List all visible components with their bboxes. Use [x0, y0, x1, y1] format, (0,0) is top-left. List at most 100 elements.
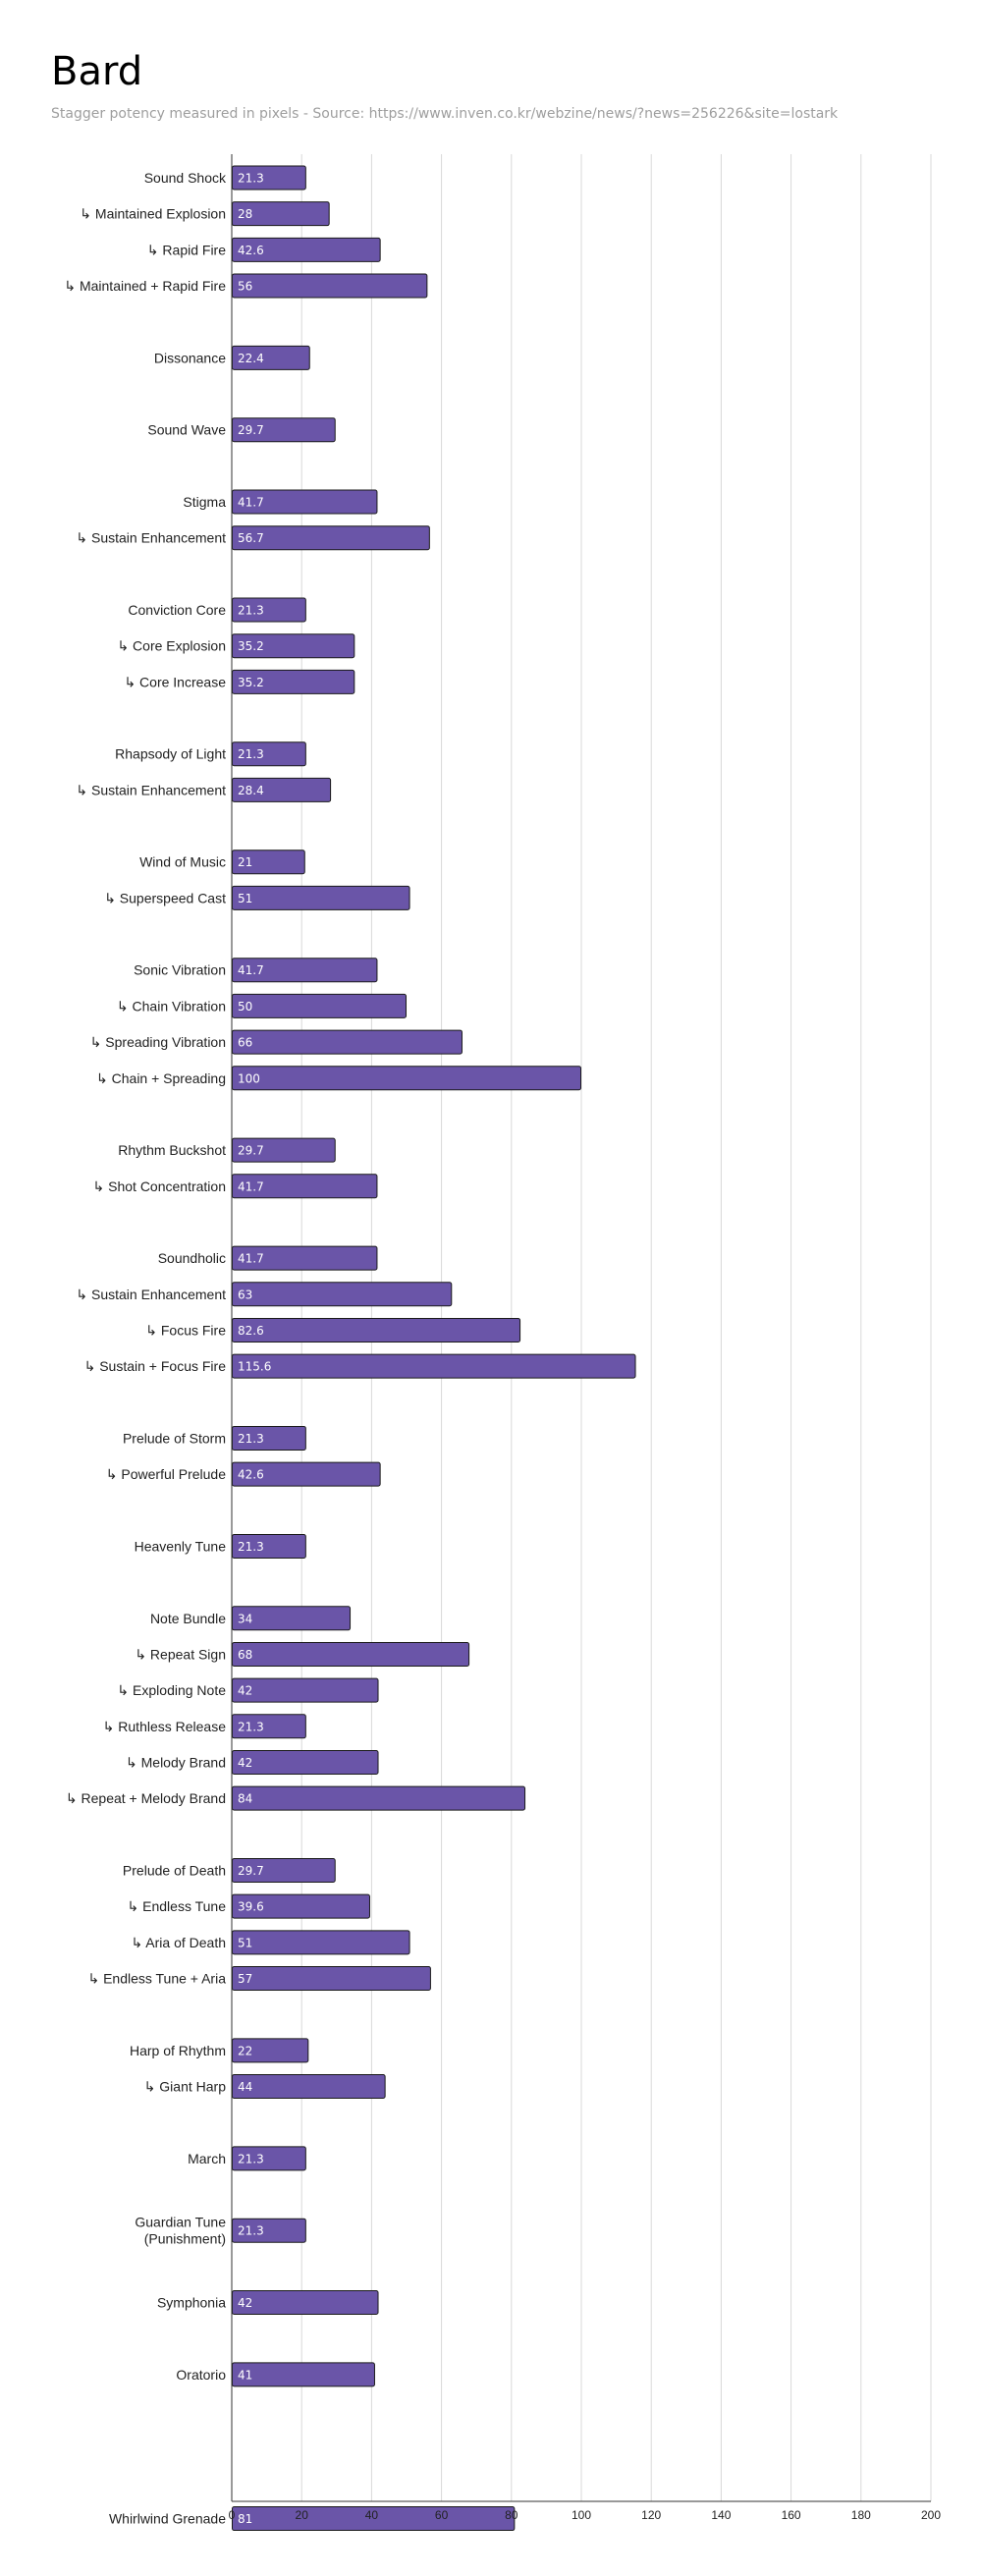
bar-value-label: 41.7 [238, 1252, 264, 1266]
category-label: ↳ Sustain Enhancement [76, 782, 226, 797]
category-label: Prelude of Storm [123, 1430, 226, 1446]
category-label: ↳ Sustain Enhancement [76, 530, 226, 546]
category-label: ↳ Endless Tune + Aria [87, 1971, 226, 1987]
bar-value-label: 42 [238, 1684, 252, 1698]
bar-value-label: 63 [238, 1288, 252, 1301]
category-label: ↳ Rapid Fire [147, 242, 226, 257]
chart-subtitle: Stagger potency measured in pixels - Sou… [51, 106, 839, 122]
category-label: Stigma [183, 494, 226, 510]
bar-value-label: 21.3 [238, 1432, 264, 1446]
x-tick-label: 80 [505, 2508, 518, 2522]
category-label: ↳ Repeat + Melody Brand [66, 1790, 226, 1806]
bar-value-label: 41 [238, 2368, 252, 2382]
category-label: Guardian Tune [135, 2215, 226, 2230]
bar [232, 885, 410, 910]
bar-value-label: 115.6 [238, 1360, 271, 1374]
category-label: ↳ Repeat Sign [135, 1646, 226, 1662]
bar-value-label: 35.2 [238, 639, 264, 653]
bar-value-label: 28.4 [238, 784, 264, 797]
bar-value-label: 21 [238, 855, 252, 869]
category-label: Sonic Vibration [134, 962, 226, 978]
bar-value-label: 81 [238, 2512, 252, 2526]
category-label: Conviction Core [128, 602, 226, 618]
bar-value-label: 57 [238, 1972, 252, 1986]
bar-value-label: 39.6 [238, 1900, 264, 1914]
bar-value-label: 41.7 [238, 496, 264, 510]
bar-value-label: 84 [238, 1792, 252, 1806]
x-tick-label: 120 [641, 2508, 661, 2522]
bar [232, 1749, 379, 1775]
bar [232, 1785, 526, 1811]
x-tick-label: 160 [782, 2508, 801, 2522]
bar-value-label: 22 [238, 2044, 252, 2057]
bar [232, 2074, 386, 2100]
x-tick-label: 180 [851, 2508, 871, 2522]
category-label: ↳ Melody Brand [126, 1754, 226, 1770]
bar-value-label: 42.6 [238, 244, 264, 257]
category-label: ↳ Focus Fire [145, 1322, 226, 1338]
category-label: ↳ Giant Harp [144, 2079, 227, 2095]
category-label: ↳ Endless Tune [128, 1898, 227, 1914]
bar-value-label: 21.3 [238, 1540, 264, 1554]
category-label: Oratorio [176, 2367, 226, 2383]
bar [232, 1029, 463, 1055]
bar [232, 1966, 431, 1991]
bar [232, 2290, 379, 2316]
bar [232, 1641, 470, 1667]
bar [232, 273, 428, 299]
x-tick-label: 0 [229, 2508, 236, 2522]
bar [232, 2506, 516, 2532]
category-label: ↳ Superspeed Cast [104, 890, 226, 905]
x-tick-label: 60 [435, 2508, 449, 2522]
bar-value-label: 29.7 [238, 423, 264, 437]
axes: 0 20 40 60 80 100 120 140 160 180 200 [229, 154, 941, 2522]
bar-value-label: 42 [238, 2296, 252, 2310]
bar-value-label: 29.7 [238, 1144, 264, 1158]
bar-value-label: 35.2 [238, 676, 264, 689]
bar [232, 993, 407, 1018]
bar-value-label: 21.3 [238, 747, 264, 761]
bar-value-label: 22.4 [238, 352, 264, 365]
category-label: ↳ Core Increase [124, 674, 226, 689]
category-label: ↳ Chain Vibration [117, 998, 226, 1014]
category-label: Dissonance [154, 350, 226, 365]
bar [232, 1066, 581, 1091]
category-label: ↳ Spreading Vibration [90, 1034, 226, 1050]
category-label: Whirlwind Grenade [109, 2511, 226, 2527]
bar-value-label: 21.3 [238, 1720, 264, 1733]
bar-value-label: 28 [238, 207, 252, 221]
category-label: Rhythm Buckshot [118, 1142, 226, 1158]
category-label: March [188, 2151, 226, 2166]
category-label: Sound Shock [144, 170, 227, 186]
bar [232, 2362, 375, 2387]
category-label: Prelude of Death [123, 1862, 226, 1878]
bar-value-label: 41.7 [238, 963, 264, 977]
bar-value-label: 51 [238, 1936, 252, 1949]
category-label: Sound Wave [147, 422, 226, 438]
bar-value-label: 34 [238, 1612, 252, 1625]
category-label: ↳ Shot Concentration [93, 1178, 226, 1194]
category-label: Symphonia [157, 2295, 226, 2311]
bar-value-label: 21.3 [238, 2152, 264, 2165]
x-tick-label: 100 [572, 2508, 591, 2522]
category-label: Rhapsody of Light [115, 746, 226, 762]
bar-value-label: 44 [238, 2080, 252, 2094]
category-label: Harp of Rhythm [130, 2043, 226, 2058]
bar [232, 1282, 453, 1307]
category-label: ↳ Chain + Spreading [96, 1070, 226, 1086]
category-label: Note Bundle [150, 1611, 226, 1626]
bars: 21.3 28 42.6 56 22.4 29.7 41.7 56.7 21.3 35.2 35.2… [232, 165, 636, 2532]
category-label: (Punishment) [144, 2231, 226, 2247]
category-label: ↳ Powerful Prelude [106, 1466, 226, 1482]
bar-value-label: 100 [238, 1071, 260, 1085]
bar-value-label: 29.7 [238, 1864, 264, 1878]
bar-value-label: 21.3 [238, 172, 264, 186]
chart-title: Bard [51, 49, 143, 94]
category-label: Soundholic [158, 1250, 226, 1266]
bar [232, 1353, 636, 1379]
bar-value-label: 68 [238, 1648, 252, 1662]
category-label: ↳ Ruthless Release [103, 1719, 227, 1734]
bar-value-label: 21.3 [238, 2224, 264, 2238]
bar-value-label: 51 [238, 892, 252, 905]
